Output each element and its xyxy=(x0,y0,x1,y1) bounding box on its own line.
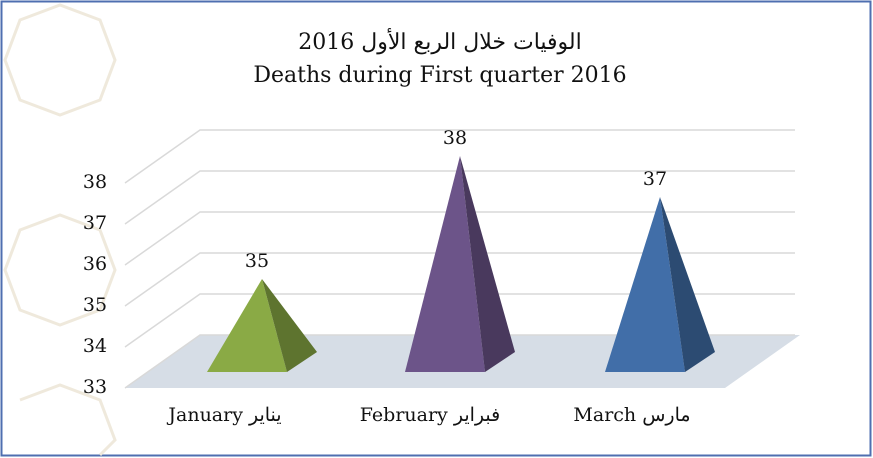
data-label: 38 xyxy=(443,127,467,149)
y-tick-label: 37 xyxy=(83,212,107,234)
x-tick-label: March مارس xyxy=(573,404,690,426)
data-label: 35 xyxy=(245,250,269,272)
y-tick-label: 35 xyxy=(83,294,107,316)
y-tick-label: 34 xyxy=(83,335,107,357)
x-tick-label: January يناير xyxy=(166,404,281,426)
y-tick-label: 33 xyxy=(83,376,107,398)
data-label: 37 xyxy=(643,168,667,190)
x-tick-label: February فبراير xyxy=(360,404,500,426)
y-tick-label: 36 xyxy=(83,253,107,275)
chart: الوفيات خلال الربع الأول 2016 Deaths dur… xyxy=(0,0,873,458)
chart-title: الوفيات خلال الربع الأول 2016 xyxy=(298,27,582,55)
chart-subtitle: Deaths during First quarter 2016 xyxy=(253,63,626,88)
y-tick-label: 38 xyxy=(83,171,107,193)
